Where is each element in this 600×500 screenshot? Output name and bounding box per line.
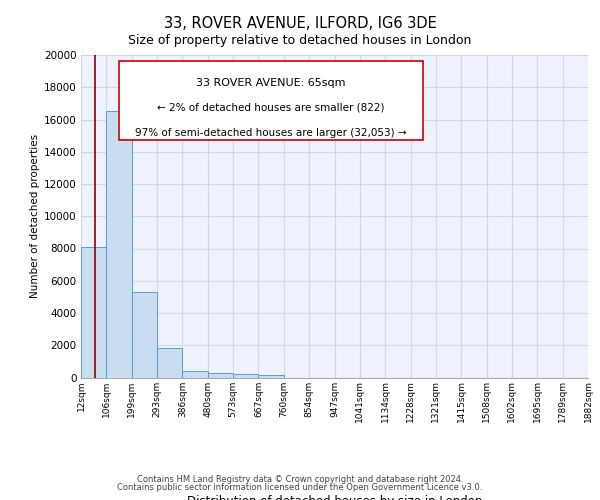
Bar <box>233 374 259 378</box>
Bar <box>208 374 233 378</box>
Text: 97% of semi-detached houses are larger (32,053) →: 97% of semi-detached houses are larger (… <box>136 128 407 138</box>
Text: Contains public sector information licensed under the Open Government Licence v3: Contains public sector information licen… <box>118 484 482 492</box>
Bar <box>259 375 284 378</box>
Bar <box>81 247 106 378</box>
Text: Size of property relative to detached houses in London: Size of property relative to detached ho… <box>128 34 472 47</box>
Bar <box>106 112 132 378</box>
Y-axis label: Number of detached properties: Number of detached properties <box>30 134 40 298</box>
Text: ← 2% of detached houses are smaller (822): ← 2% of detached houses are smaller (822… <box>157 102 385 113</box>
Bar <box>182 371 208 378</box>
Bar <box>157 348 182 378</box>
FancyBboxPatch shape <box>119 62 423 140</box>
Text: 33 ROVER AVENUE: 65sqm: 33 ROVER AVENUE: 65sqm <box>196 78 346 88</box>
Text: 33, ROVER AVENUE, ILFORD, IG6 3DE: 33, ROVER AVENUE, ILFORD, IG6 3DE <box>164 16 436 31</box>
X-axis label: Distribution of detached houses by size in London: Distribution of detached houses by size … <box>187 494 482 500</box>
Bar <box>132 292 157 378</box>
Text: Contains HM Land Registry data © Crown copyright and database right 2024.: Contains HM Land Registry data © Crown c… <box>137 474 463 484</box>
